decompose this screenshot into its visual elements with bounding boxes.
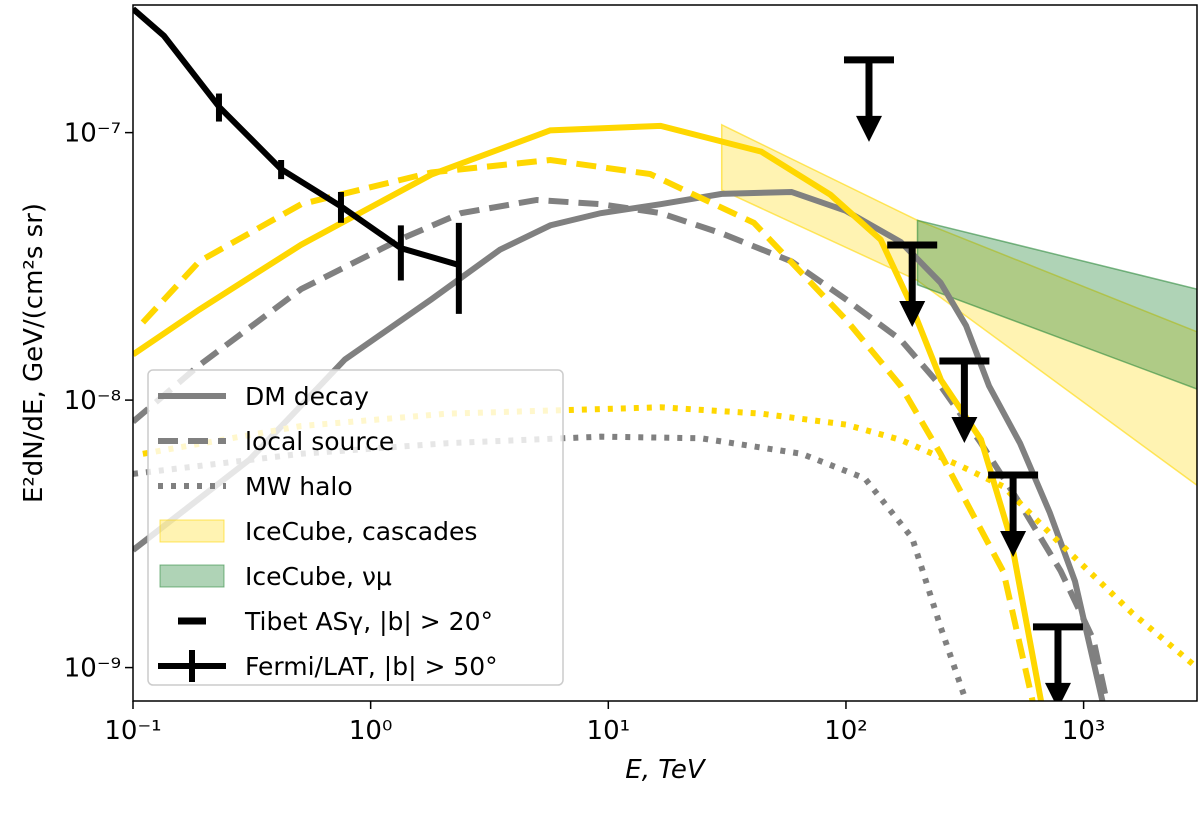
y-tick-label: 10⁻⁷ bbox=[64, 119, 121, 149]
upper-limit-arrow bbox=[855, 115, 882, 142]
series-line bbox=[133, 433, 969, 701]
legend: DM decay local source MW halo IceCube, casc… bbox=[147, 369, 564, 686]
legend-label: IceCube, νμ bbox=[245, 562, 392, 591]
series-line bbox=[133, 188, 1106, 701]
y-axis-label: E²dN/dE, GeV/(cm²s sr) bbox=[19, 203, 49, 503]
legend-label: Fermi/LAT, |b| > 50° bbox=[245, 652, 498, 681]
x-tick-label: 10⁰ bbox=[349, 716, 393, 746]
legend-label: Tibet ASγ, |b| > 20° bbox=[244, 607, 493, 636]
series-line bbox=[133, 196, 1110, 701]
x-axis-label: E, TeV bbox=[625, 755, 707, 785]
upper-limit bbox=[1032, 623, 1083, 701]
legend-label: MW halo bbox=[245, 472, 353, 501]
legend-label: local source bbox=[245, 427, 394, 456]
plot-area bbox=[133, 6, 1197, 701]
legend-label: DM decay bbox=[245, 382, 369, 411]
plot-frame bbox=[132, 4, 1198, 702]
x-tick-label: 10² bbox=[824, 716, 868, 746]
series-line bbox=[140, 156, 1036, 701]
upper-limit-arrow bbox=[951, 417, 978, 444]
upper-limit-arrow bbox=[1000, 530, 1027, 557]
legend-swatch bbox=[159, 564, 225, 588]
upper-limit bbox=[887, 241, 938, 328]
upper-limit-arrow bbox=[1044, 682, 1071, 701]
x-tick-label: 10³ bbox=[1062, 716, 1106, 746]
series-line bbox=[133, 122, 1044, 701]
x-tick-label: 10¹ bbox=[587, 716, 631, 746]
series-line bbox=[133, 6, 460, 268]
axes: 10⁻¹ 10⁰ 10¹ 10² 10³ 10⁻⁹ 10⁻⁸ 10⁻⁷ bbox=[64, 119, 1106, 746]
x-tick-label: 10⁻¹ bbox=[104, 716, 161, 746]
legend-box bbox=[147, 369, 564, 686]
upper-limit bbox=[843, 56, 894, 142]
upper-limit-arrow bbox=[899, 301, 926, 328]
y-tick-label: 10⁻⁸ bbox=[64, 386, 121, 416]
y-tick-label: 10⁻⁹ bbox=[64, 654, 121, 684]
legend-label: IceCube, cascades bbox=[245, 517, 477, 546]
upper-limit bbox=[939, 357, 990, 444]
upper-limit bbox=[988, 471, 1039, 557]
legend-swatch bbox=[159, 519, 225, 543]
